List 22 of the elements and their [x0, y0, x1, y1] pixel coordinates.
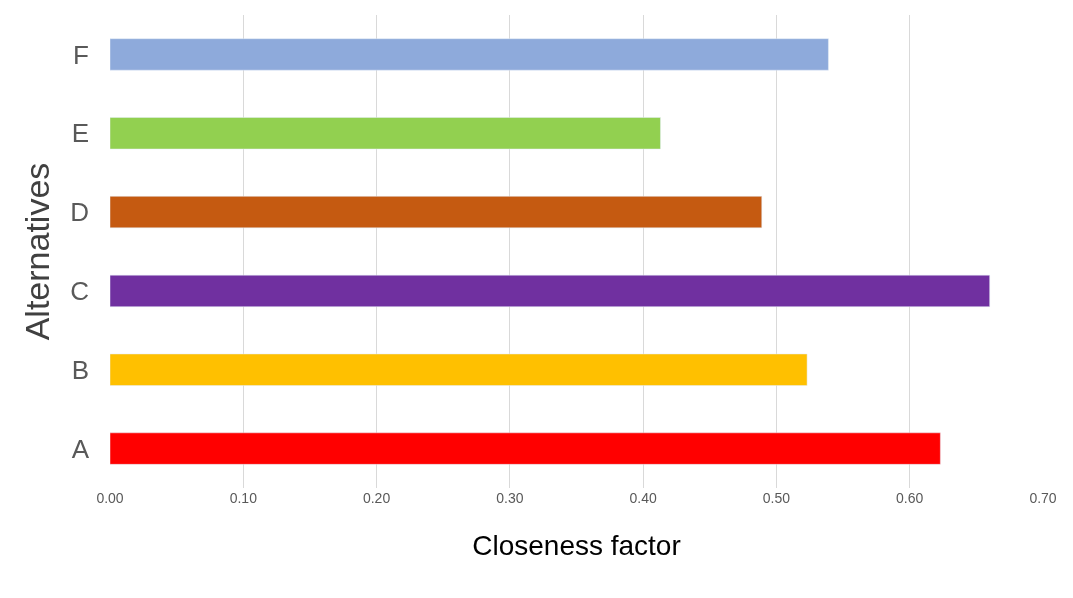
- x-tick-label: 0.50: [762, 490, 791, 506]
- x-tick-label: 0.30: [496, 490, 524, 506]
- bar: [110, 117, 661, 150]
- x-tick-label: 0.00: [96, 490, 124, 506]
- x-tick-label: 0.70: [1029, 490, 1057, 506]
- x-axis-title: Closeness factor: [472, 530, 681, 562]
- bar: [110, 38, 829, 71]
- y-tick-label: D: [70, 197, 89, 228]
- y-tick-label: A: [71, 433, 90, 464]
- y-axis-title: Alternatives: [17, 162, 56, 341]
- y-tick-label: E: [71, 118, 89, 149]
- x-tick-label: 0.40: [629, 490, 657, 506]
- x-tick-label: 0.20: [362, 490, 391, 506]
- bar: [110, 432, 941, 465]
- y-tick-label: C: [70, 276, 89, 307]
- bar: [110, 196, 763, 229]
- x-tick-label: 0.10: [229, 490, 258, 506]
- y-tick-label: B: [71, 354, 89, 385]
- y-tick-label: F: [73, 39, 89, 70]
- bar: [110, 274, 990, 307]
- x-tick-label: 0.60: [896, 490, 924, 506]
- bar: [110, 353, 808, 386]
